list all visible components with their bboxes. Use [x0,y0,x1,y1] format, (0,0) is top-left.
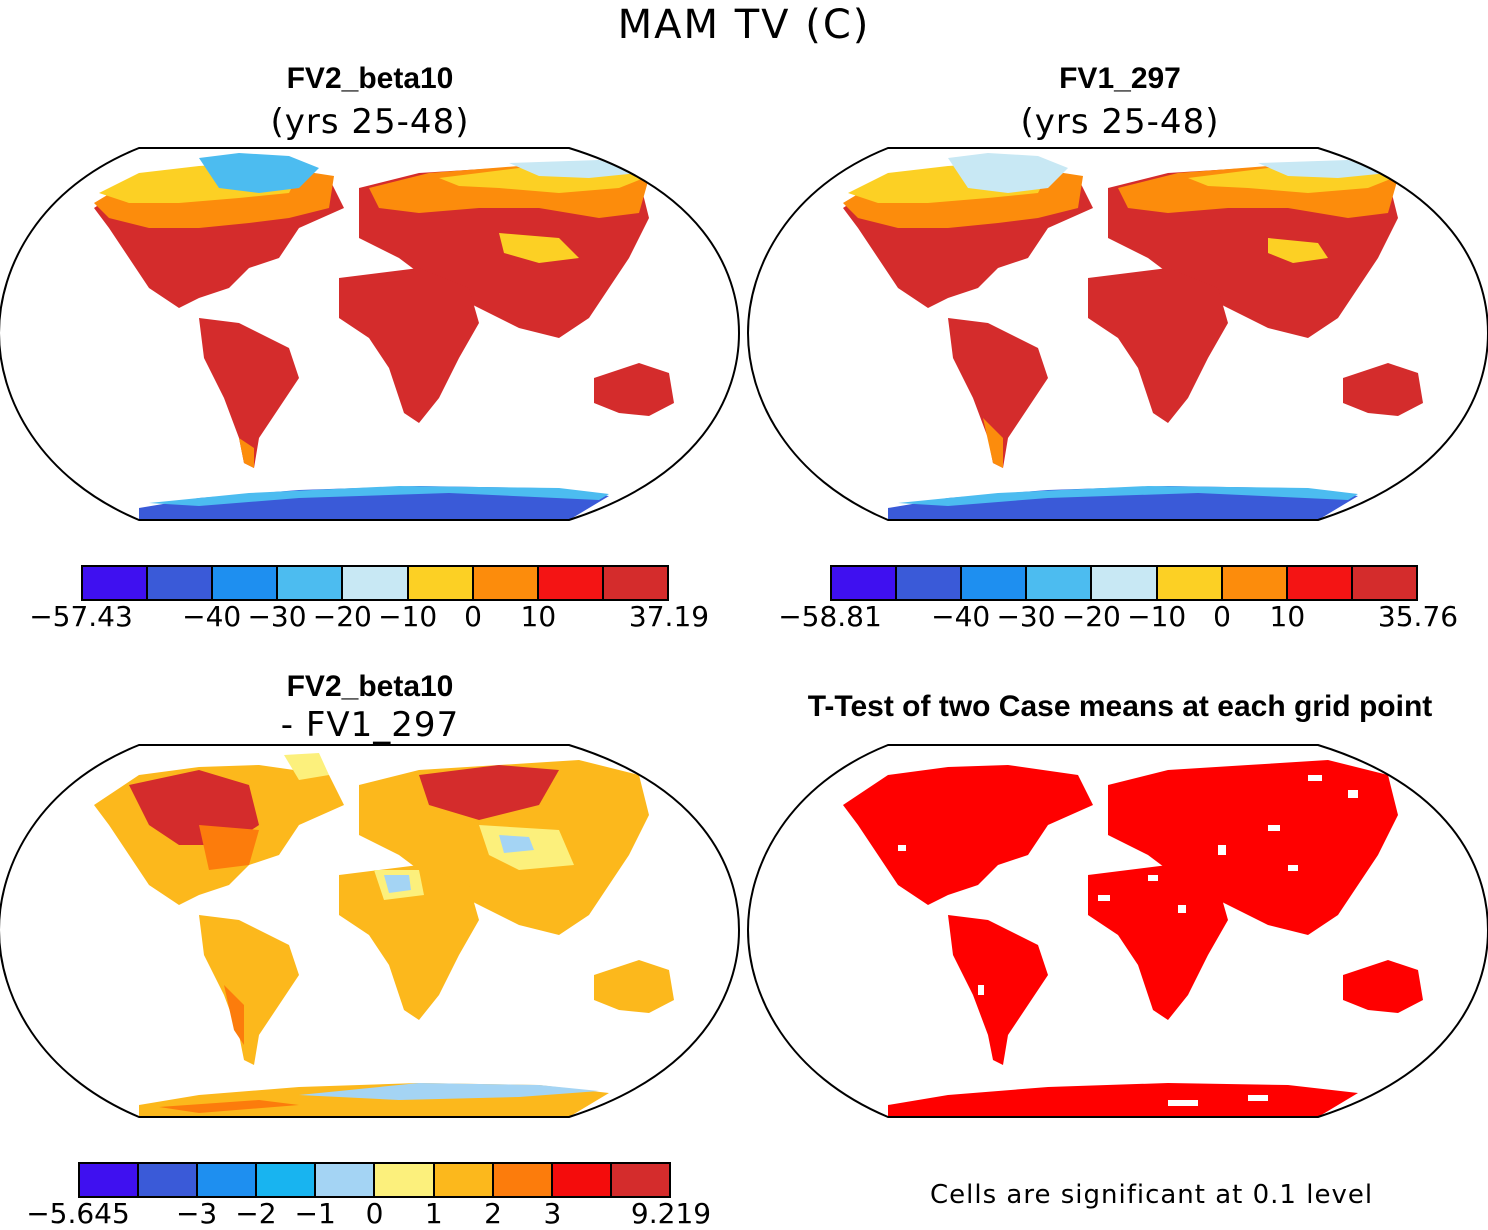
colorbar-swatch [80,1164,140,1196]
colorbar-swatch [538,567,604,599]
figure-title: MAM TV (C) [617,2,871,48]
colorbar-tick-label: 3 [543,1197,562,1230]
colorbar-tick-label: 0 [1213,600,1231,633]
significance-note: Cells are significant at 0.1 level [930,1180,1374,1210]
colorbar-tick-label: −5.645 [26,1197,130,1230]
colorbar-swatch [897,567,963,599]
colorbar-swatch [1352,567,1416,599]
map-top-right [746,147,1488,521]
panel-subtitle-top-left: (yrs 25-48) [270,102,470,142]
map-bottom-left [0,744,741,1118]
panel-title-bottom-right: T-Test of two Case means at each grid po… [807,690,1433,723]
colorbar-swatch [434,1164,494,1196]
colorbar-swatch [408,567,474,599]
panel-title-top-right: FV1_297 [1059,62,1181,95]
map-bottom-right [746,744,1488,1118]
colorbar-swatch [278,567,344,599]
colorbar-swatch [316,1164,376,1196]
colorbar-bottom-left [78,1162,671,1198]
colorbar-tick-label: −3 [175,1197,218,1230]
continent-south-america [199,318,299,468]
colorbar-swatch [343,567,409,599]
panel-title-bottom-left: FV2_beta10 [286,670,454,703]
colorbar-swatch [552,1164,612,1196]
colorbar-tick-label: 35.76 [1377,600,1459,633]
panel-subtitle-top-right: (yrs 25-48) [1020,102,1220,142]
continent-africa [339,268,479,423]
colorbar-tick-label: −10 [378,600,438,633]
colorbar-top-right [830,565,1418,601]
colorbar-tick-label: 1 [424,1197,443,1230]
map-top-left [0,147,741,521]
colorbar-tick-label: 37.19 [628,600,710,633]
colorbar-tick-label: 9.219 [630,1197,712,1230]
colorbar-swatch [148,567,214,599]
colorbar-tick-label: −1 [294,1197,336,1230]
colorbar-swatch [1287,567,1353,599]
colorbar-tick-label: 0 [365,1197,384,1230]
colorbar-tick-label: −58.81 [778,600,882,633]
colorbar-tick-label: 2 [484,1197,503,1230]
colorbar-swatch [493,1164,553,1196]
colorbar-swatch [198,1164,258,1196]
colorbar-swatch [1027,567,1093,599]
colorbar-tick-label: 10 [520,600,557,633]
colorbar-tick-label: −20 [312,600,372,633]
colorbar-swatch [213,567,279,599]
colorbar-swatch [603,567,667,599]
colorbar-tick-label: −2 [235,1197,277,1230]
colorbar-top-left [81,565,669,601]
continent-australia [594,363,674,416]
colorbar-swatch [1157,567,1223,599]
colorbar-swatch [257,1164,317,1196]
colorbar-swatch [139,1164,199,1196]
colorbar-tick-label: −40 [931,600,991,633]
colorbar-tick-label: −20 [1061,600,1121,633]
colorbar-swatch [832,567,898,599]
colorbar-tick-label: −40 [182,600,242,633]
colorbar-swatch [375,1164,435,1196]
panel-title-top-left: FV2_beta10 [286,62,454,95]
colorbar-swatch [962,567,1028,599]
colorbar-tick-label: 10 [1269,600,1306,633]
colorbar-swatch [1092,567,1158,599]
colorbar-tick-label: −30 [247,600,307,633]
colorbar-tick-label: 0 [464,600,482,633]
colorbar-tick-label: −10 [1127,600,1187,633]
colorbar-swatch [1222,567,1288,599]
colorbar-swatch [473,567,539,599]
colorbar-swatch [611,1164,669,1196]
colorbar-tick-label: −30 [996,600,1056,633]
panel-subtitle-bottom-left: - FV1_297 [280,705,460,745]
colorbar-swatch [83,567,149,599]
colorbar-tick-label: −57.43 [29,600,133,633]
